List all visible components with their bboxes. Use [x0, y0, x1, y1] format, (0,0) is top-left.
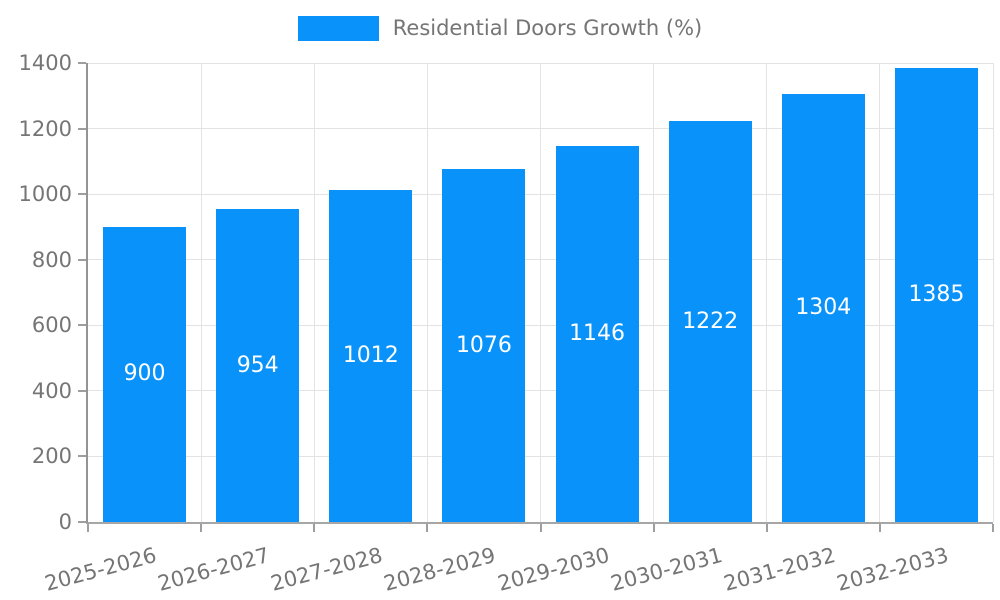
legend[interactable]: Residential Doors Growth (%): [0, 16, 1000, 42]
legend-swatch: [297, 16, 379, 42]
y-axis-tick: [78, 62, 86, 64]
x-axis-tick: [992, 524, 994, 532]
x-axis-tick: [539, 524, 542, 532]
y-axis-tick: [78, 127, 86, 130]
x-axis-tick: [652, 524, 655, 532]
bar[interactable]: [103, 226, 187, 522]
x-axis-tick: [313, 524, 316, 532]
bar[interactable]: [329, 190, 413, 522]
v-gridline: [426, 63, 428, 522]
x-axis-tick-label: 2026-2027: [155, 542, 273, 596]
y-axis-tick: [78, 389, 86, 392]
bar[interactable]: [555, 146, 639, 522]
legend-label: Residential Doors Growth (%): [392, 16, 703, 40]
y-axis-tick-label: 600: [31, 313, 72, 338]
v-gridline: [879, 63, 881, 522]
y-axis-tick: [78, 258, 86, 261]
bar[interactable]: [668, 121, 752, 522]
x-axis-tick: [87, 524, 89, 532]
x-axis-tick-label: 2028-2029: [381, 542, 499, 596]
x-axis-tick: [878, 524, 881, 532]
x-axis-tick-label: 2030-2031: [607, 542, 725, 596]
y-axis-tick: [78, 193, 86, 196]
v-gridline: [653, 63, 655, 522]
y-axis-tick-label: 0: [58, 510, 72, 534]
v-gridline: [992, 63, 994, 522]
y-axis-tick: [78, 521, 86, 523]
bar[interactable]: [442, 169, 526, 522]
x-axis-tick-label: 2027-2028: [268, 542, 386, 596]
x-axis-tick: [200, 524, 203, 532]
x-axis-tick-label: 2031-2032: [721, 542, 838, 596]
bar[interactable]: [216, 209, 300, 522]
y-axis-tick-label: 1200: [18, 116, 72, 141]
bar[interactable]: [781, 94, 865, 522]
y-axis-tick-label: 1000: [18, 182, 72, 207]
plot-area: 900 954 1012 1076 1146 1222 1304 1385: [86, 62, 994, 524]
y-axis-tick-label: 800: [31, 247, 72, 272]
bar[interactable]: [894, 67, 978, 522]
v-gridline: [200, 63, 202, 522]
v-gridline: [766, 63, 768, 522]
y-axis-tick: [78, 455, 86, 458]
v-gridline: [540, 63, 541, 522]
v-gridline: [313, 63, 315, 522]
x-axis-tick: [765, 524, 768, 532]
x-axis-tick: [426, 524, 429, 532]
y-axis-tick-label: 1400: [18, 51, 72, 75]
x-axis-tick-label: 2029-2030: [494, 542, 612, 596]
x-axis-tick-label: 2025-2026: [42, 542, 160, 596]
y-axis-tick-label: 400: [31, 378, 72, 403]
x-axis-tick-label: 2032-2033: [834, 542, 951, 596]
y-axis-tick-label: 200: [31, 444, 72, 469]
y-axis-tick: [78, 324, 86, 327]
